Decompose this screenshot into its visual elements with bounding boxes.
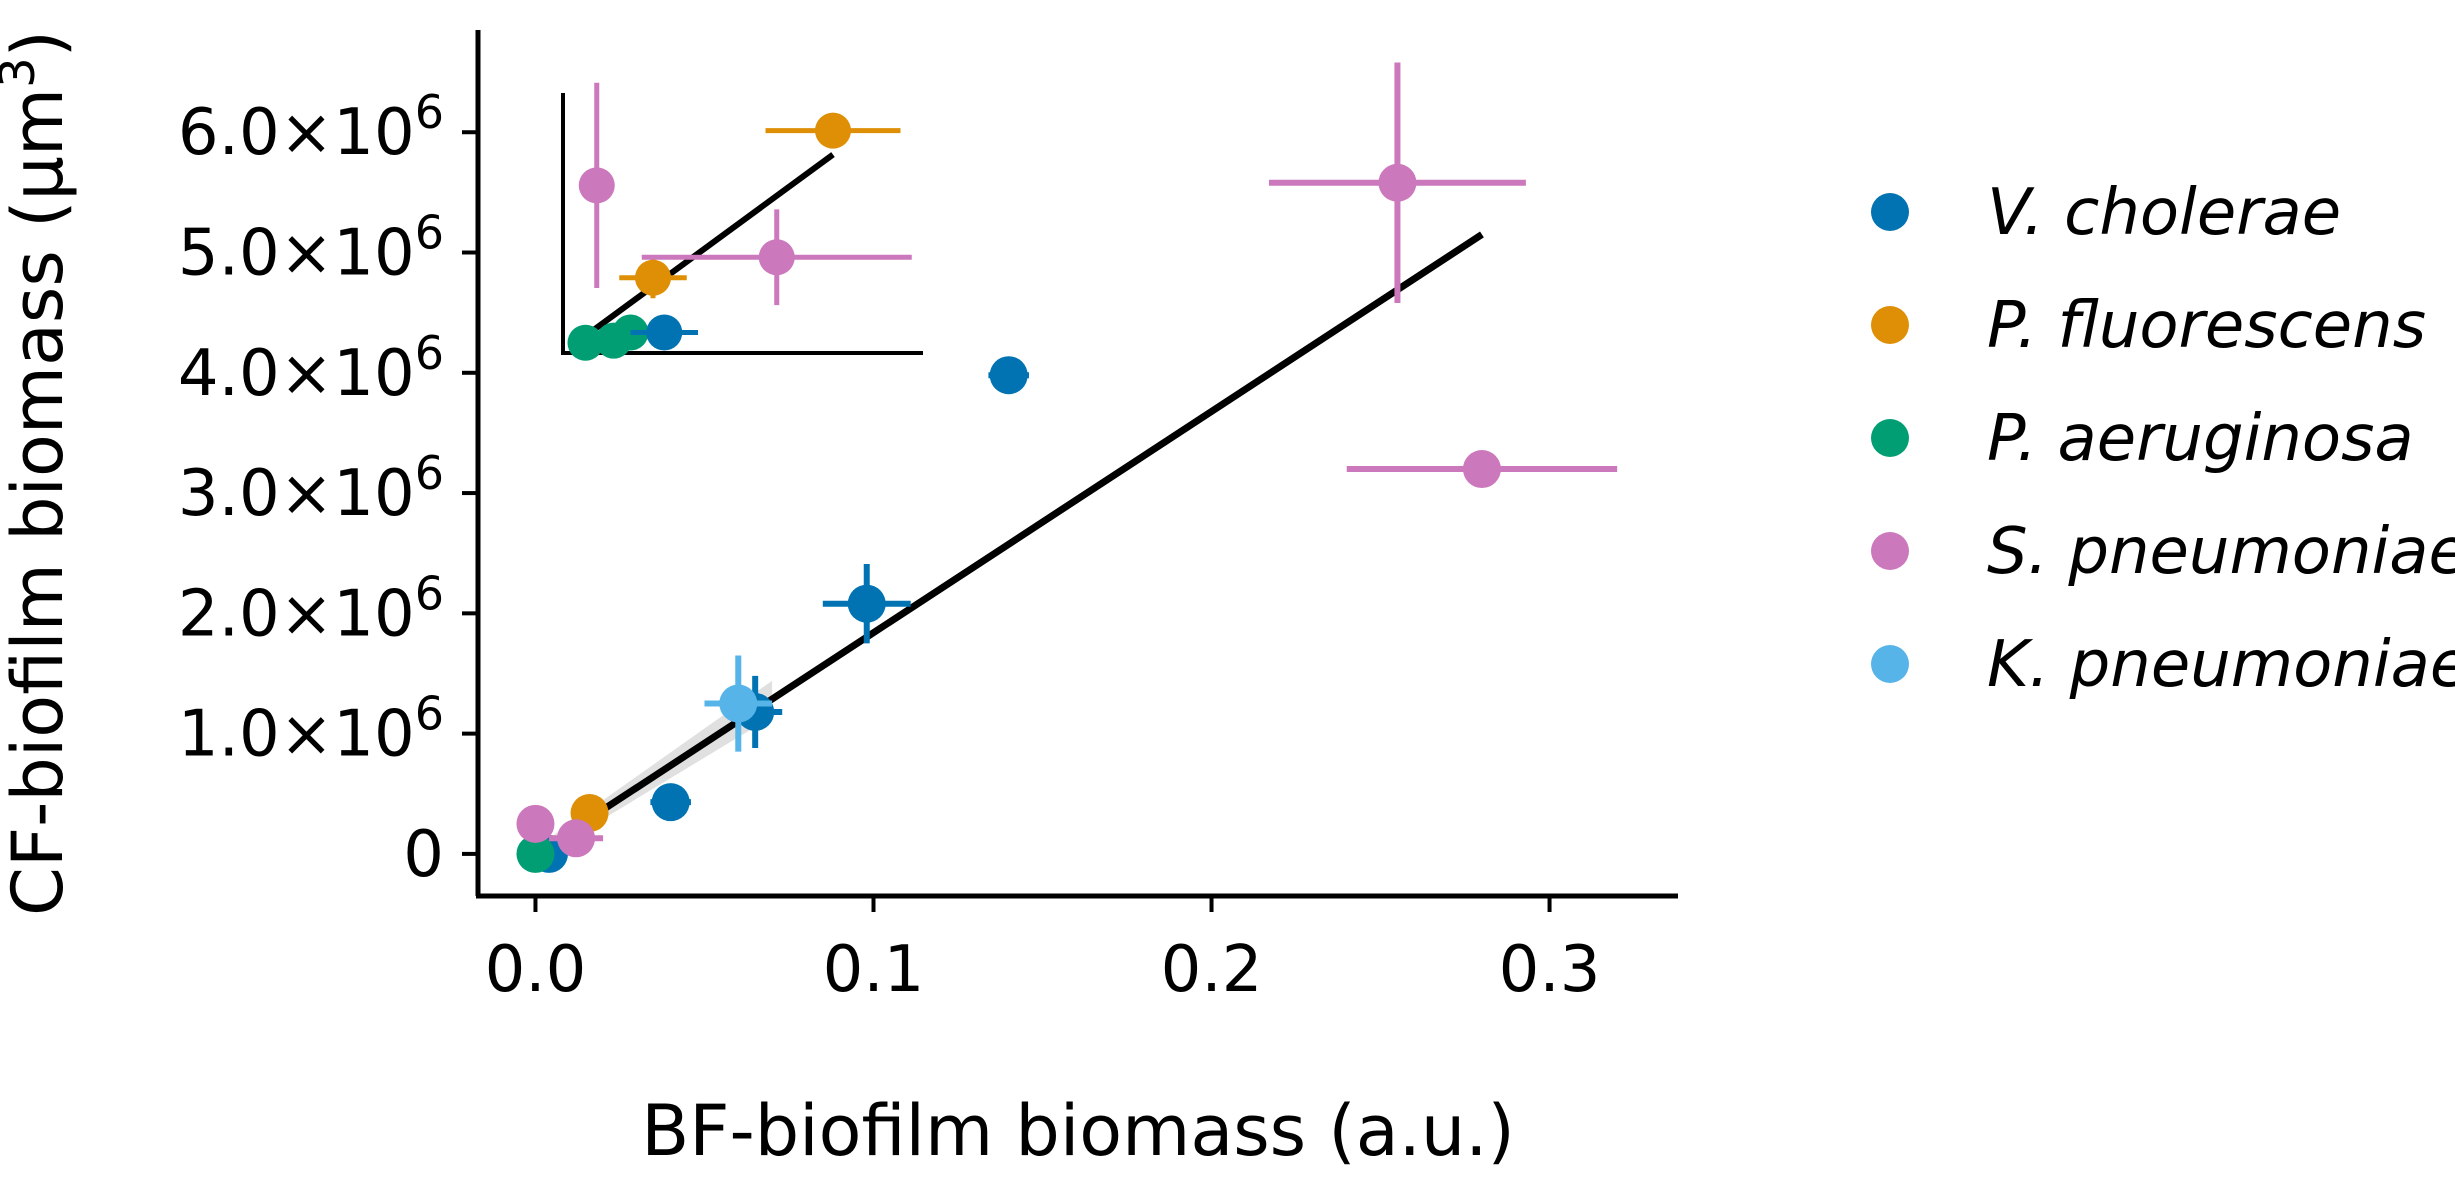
data-point-marker [651,783,690,822]
inset-data-point [765,112,901,149]
legend-label: V. cholerae [1987,176,2341,250]
data-point-marker [847,584,886,623]
y-tick-label: 6.0×106 [178,85,444,170]
data-point [650,783,691,822]
data-point-marker [1462,450,1501,489]
x-tick-label: 0.2 [1161,933,1263,1007]
legend-label: S. pneumoniae [1987,515,2455,589]
fit-line [533,231,1484,857]
legend-label: P. fluorescens [1987,289,2426,363]
inset-data-point-marker [815,112,851,149]
data-point [1268,62,1526,304]
data-point [988,356,1029,395]
inset-data-point-marker [578,167,615,204]
inset-data-point-marker [758,239,795,276]
inset-plot [561,82,923,361]
legend-marker [1871,645,1909,683]
inset-data-point [578,82,615,288]
inset-fit-line [583,152,835,339]
x-tick-label: 0.1 [823,933,925,1007]
data-point-marker [989,356,1028,395]
legend-label: P. aeruginosa [1987,402,2414,476]
x-tick-label: 0.3 [1499,933,1601,1007]
data-point-marker [516,834,555,873]
y-tick-label: 2.0×106 [178,566,444,651]
inset-data-point-marker [646,314,683,351]
data-points [516,62,1618,873]
data-point [516,804,555,843]
data-point-marker [557,819,596,858]
legend-label: K. pneumoniae [1987,628,2455,702]
inset-data-point [567,324,604,361]
legend-entry: V. cholerae [1871,176,2341,250]
data-point-marker [719,684,758,723]
legend-marker [1871,419,1909,457]
inset-data-point-marker [595,322,632,359]
x-tick-label: 0.0 [485,933,587,1007]
y-axis-label: CF-biofilm biomass (μm3) [0,30,79,916]
inset-data-point [630,314,698,351]
inset-data-point [595,322,632,359]
y-tick-label: 5.0×106 [178,206,444,291]
legend-entry: S. pneumoniae [1871,515,2455,589]
inset-data-point-marker [635,259,671,296]
legend-entry: K. pneumoniae [1871,628,2455,702]
data-point-marker [516,804,555,843]
legend-marker [1871,193,1909,231]
legend-marker [1871,532,1909,570]
y-tick-label: 0 [403,818,444,892]
data-point [1346,450,1618,489]
axes: 0.0 0.1 0.2 0.3 0 1.0×106 2.0×106 3.0×106 4.0×10… [0,30,1678,1172]
inset-data-point [641,209,912,306]
data-point [822,564,911,644]
legend: V. cholerae P. fluorescens P. aeruginosa S.… [1871,176,2455,702]
legend-entry: P. fluorescens [1871,289,2426,363]
y-tick-label: 3.0×106 [178,446,444,531]
legend-entry: P. aeruginosa [1871,402,2414,476]
y-tick-label: 1.0×106 [178,687,444,772]
data-point [548,819,604,858]
data-point [704,655,773,752]
data-point-marker [1378,163,1417,202]
inset-data-point [619,257,687,299]
data-point [516,834,555,873]
legend-marker [1871,306,1909,344]
x-axis-label: BF-biofilm biomass (a.u.) [641,1090,1515,1172]
inset-data-point-marker [567,324,604,361]
y-tick-label: 4.0×106 [178,326,444,411]
